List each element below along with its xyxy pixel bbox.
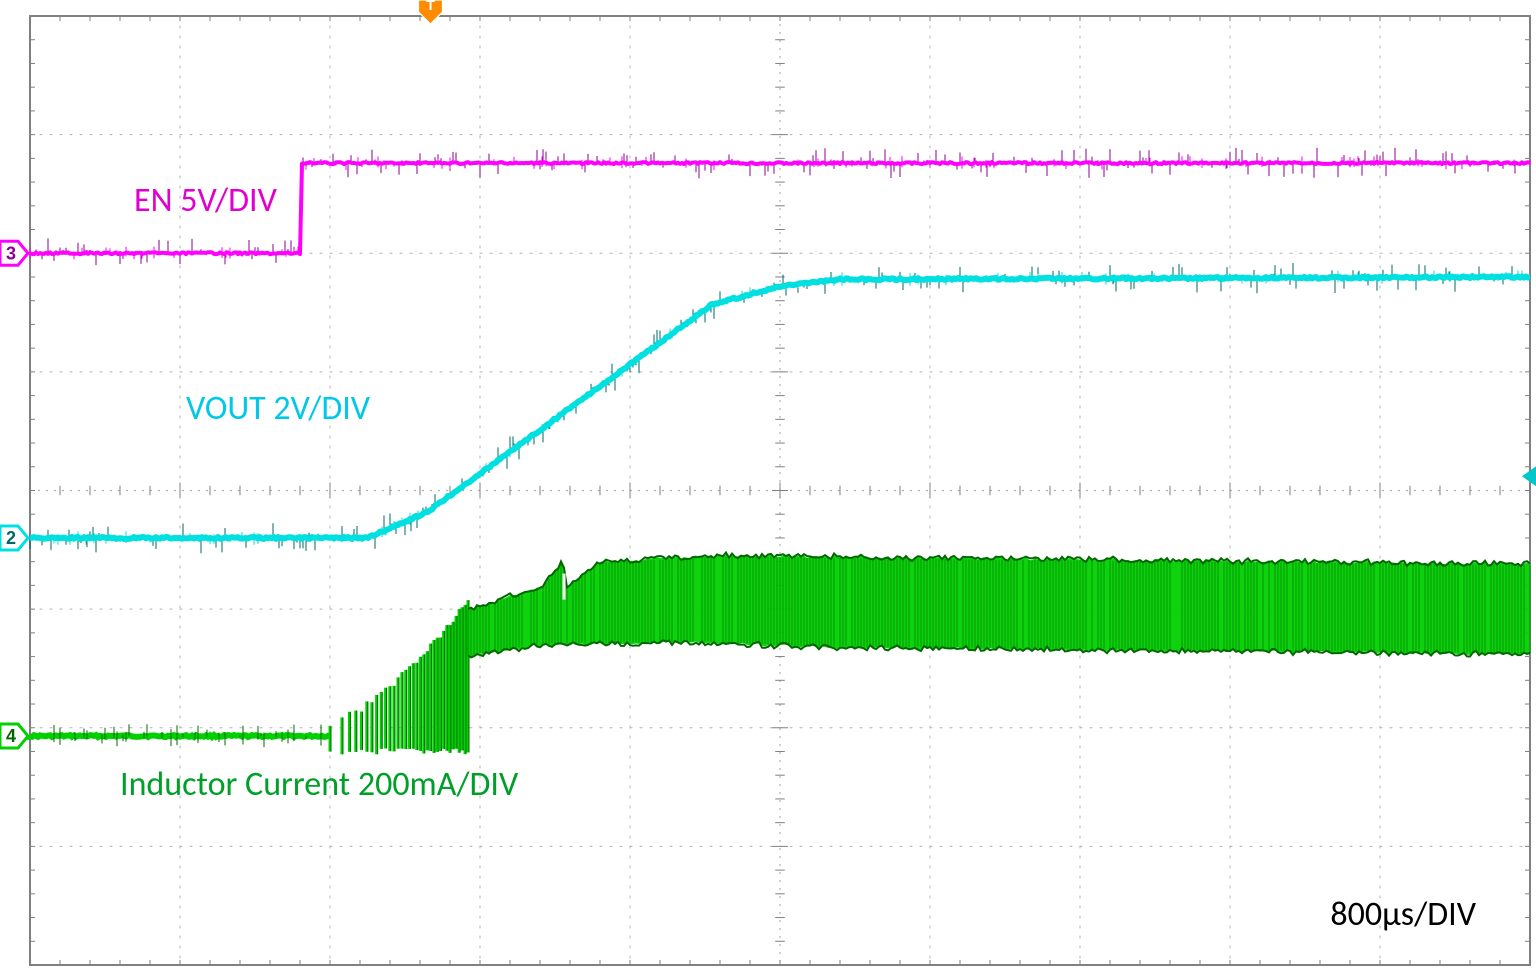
oscilloscope-capture: T 3 2 4 EN 5V/DIV VOUT 2V/DIV Inductor Curr… xyxy=(0,0,1536,980)
svg-text:3: 3 xyxy=(6,243,16,263)
scope-plot: T 3 2 4 xyxy=(0,0,1536,980)
label-vout: VOUT 2V/DIV xyxy=(186,388,370,429)
svg-text:4: 4 xyxy=(6,726,16,746)
svg-text:T: T xyxy=(426,0,435,13)
label-en: EN 5V/DIV xyxy=(134,180,277,221)
label-inductor: Inductor Current 200mA/DIV xyxy=(120,764,518,805)
timebase-label: 800µs/DIV xyxy=(1330,894,1476,935)
svg-text:2: 2 xyxy=(6,528,16,548)
